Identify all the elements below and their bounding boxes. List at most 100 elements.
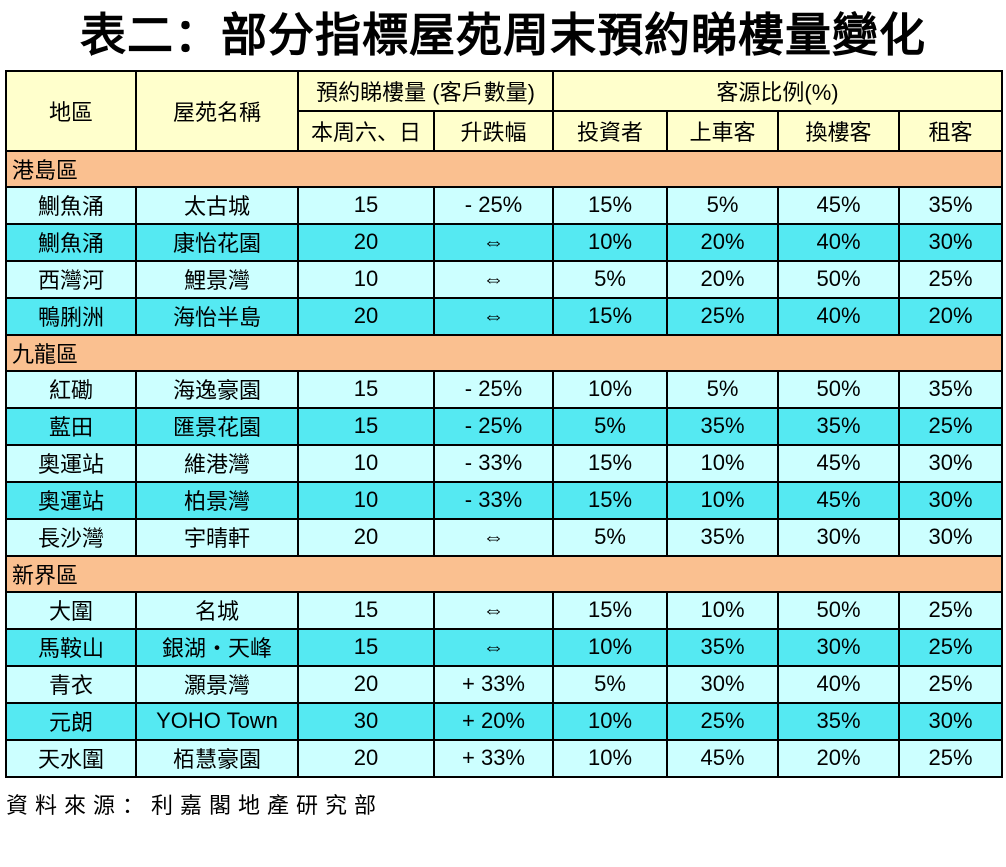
estate-cell: 匯景花園 (135, 406, 299, 446)
upgrader-pct-cell: 50% (777, 590, 901, 630)
investor-pct-cell: 15% (552, 480, 669, 520)
estate-cell: 灝景灣 (135, 664, 299, 704)
first-time-buyer-pct-cell: 30% (666, 664, 780, 704)
upgrader-pct-cell: 50% (777, 259, 901, 299)
investor-pct-cell: 5% (552, 517, 669, 557)
change-cell: ⇔ (432, 590, 555, 630)
upgrader-pct-cell: 35% (777, 406, 901, 446)
tenant-pct-cell: 25% (898, 590, 1004, 630)
tenant-pct-cell: 25% (898, 664, 1004, 704)
col-header-tenant: 租客 (898, 109, 1004, 152)
col-header-change: 升跌幅 (432, 109, 555, 152)
upgrader-pct-cell: 35% (777, 701, 901, 741)
weekend-count-cell: 10 (297, 443, 435, 483)
district-cell: 青衣 (5, 664, 137, 704)
section-label: 新界區 (4, 554, 1004, 593)
first-time-buyer-pct-cell: 10% (666, 480, 780, 520)
change-cell: ⇔ (432, 296, 555, 336)
upgrader-pct-cell: 50% (777, 369, 901, 409)
first-time-buyer-pct-cell: 25% (666, 701, 780, 741)
table-body: 港島區 鰂魚涌 太古城 15- 25% 15% 5% 45% 35% 鰂魚涌 康怡花園 20 ⇔ 10%… (4, 149, 1004, 778)
weekend-count-cell: 20 (297, 664, 435, 704)
first-time-buyer-pct-cell: 25% (666, 296, 780, 336)
tenant-pct-cell: 25% (898, 738, 1004, 778)
col-header-district: 地區 (5, 69, 137, 152)
upgrader-pct-cell: 40% (777, 222, 901, 262)
col-header-estate: 屋苑名稱 (135, 69, 299, 152)
weekend-count-cell: 15 (297, 185, 435, 225)
change-cell: ⇔ (432, 627, 555, 667)
upgrader-pct-cell: 20% (777, 738, 901, 778)
weekend-count-cell: 15 (297, 590, 435, 630)
weekend-count-cell: 20 (297, 517, 435, 557)
tenant-pct-cell: 30% (898, 443, 1004, 483)
estate-cell: 栢慧豪園 (135, 738, 299, 778)
weekend-count-cell: 20 (297, 222, 435, 262)
table-row: 長沙灣 宇晴軒 20 ⇔ 5% 35% 30% 30% (5, 517, 1004, 557)
estate-cell: YOHO Town (135, 701, 299, 741)
investor-pct-cell: 10% (552, 222, 669, 262)
first-time-buyer-pct-cell: 10% (666, 590, 780, 630)
first-time-buyer-pct-cell: 10% (666, 443, 780, 483)
table-row: 藍田 匯景花園 15- 25% 5% 35% 35% 25% (5, 406, 1004, 446)
estate-cell: 鯉景灣 (135, 259, 299, 299)
section-row-2: 九龍區 (4, 333, 1004, 372)
first-time-buyer-pct-cell: 45% (666, 738, 780, 778)
first-time-buyer-pct-cell: 35% (666, 406, 780, 446)
table-row: 奧運站 柏景灣 10- 33% 15% 10% 45% 30% (5, 480, 1004, 520)
tenant-pct-cell: 30% (898, 222, 1004, 262)
section-row-1: 港島區 (4, 149, 1004, 188)
header-row-subcolumns: 本周六、日 升跌幅 投資者 上車客 換樓客 租客 (6, 109, 1004, 152)
change-cell: + 33% (432, 738, 555, 778)
estate-cell: 維港灣 (135, 443, 299, 483)
upgrader-pct-cell: 30% (777, 517, 901, 557)
district-cell: 奧運站 (5, 443, 137, 483)
weekend-count-cell: 15 (297, 406, 435, 446)
table-row: 青衣 灝景灣 20 + 33% 5% 30% 40% 25% (5, 664, 1004, 704)
weekend-count-cell: 30 (297, 701, 435, 741)
table-row: 鰂魚涌 太古城 15- 25% 15% 5% 45% 35% (5, 185, 1004, 225)
first-time-buyer-pct-cell: 5% (666, 369, 780, 409)
district-cell: 長沙灣 (5, 517, 137, 557)
estate-cell: 柏景灣 (135, 480, 299, 520)
first-time-buyer-pct-cell: 35% (666, 627, 780, 667)
change-cell: - 25% (432, 185, 555, 225)
change-cell: - 25% (432, 406, 555, 446)
estate-cell: 宇晴軒 (135, 517, 299, 557)
district-cell: 藍田 (5, 406, 137, 446)
investor-pct-cell: 5% (552, 664, 669, 704)
investor-pct-cell: 15% (552, 590, 669, 630)
table-row: 鴨脷洲 海怡半島 20 ⇔ 15% 25% 40% 20% (5, 296, 1004, 336)
tenant-pct-cell: 35% (898, 369, 1004, 409)
tenant-pct-cell: 25% (898, 406, 1004, 446)
estate-cell: 太古城 (135, 185, 299, 225)
investor-pct-cell: 10% (552, 627, 669, 667)
change-cell: + 33% (432, 664, 555, 704)
investor-pct-cell: 15% (552, 296, 669, 336)
col-header-weekend-count: 本周六、日 (297, 109, 435, 152)
district-cell: 鰂魚涌 (5, 185, 137, 225)
change-cell: - 25% (432, 369, 555, 409)
investor-pct-cell: 15% (552, 185, 669, 225)
district-cell: 鴨脷洲 (5, 296, 137, 336)
header-row-groups: 地區 屋苑名稱 預約睇樓量 (客戶數量) 客源比例(%) (5, 69, 1004, 152)
upgrader-pct-cell: 45% (777, 443, 901, 483)
district-cell: 天水圍 (5, 738, 137, 778)
investor-pct-cell: 10% (552, 369, 669, 409)
investor-pct-cell: 10% (552, 701, 669, 741)
estate-cell: 海逸豪園 (135, 369, 299, 409)
estate-cell: 銀湖・天峰 (135, 627, 299, 667)
first-time-buyer-pct-cell: 35% (666, 517, 780, 557)
upgrader-pct-cell: 40% (777, 296, 901, 336)
table-row: 大圍 名城 15 ⇔ 15% 10% 50% 25% (5, 590, 1004, 630)
change-cell: ⇔ (432, 517, 555, 557)
col-group-bookings: 預約睇樓量 (客戶數量) (296, 69, 555, 112)
col-header-upgrader: 換樓客 (777, 109, 901, 152)
investor-pct-cell: 5% (552, 259, 669, 299)
tenant-pct-cell: 30% (898, 480, 1004, 520)
tenant-pct-cell: 30% (898, 701, 1004, 741)
page-title: 表二：部分指標屋苑周末預約睇樓量變化 (80, 9, 926, 61)
section-label: 九龍區 (4, 333, 1004, 372)
district-cell: 西灣河 (5, 259, 137, 299)
